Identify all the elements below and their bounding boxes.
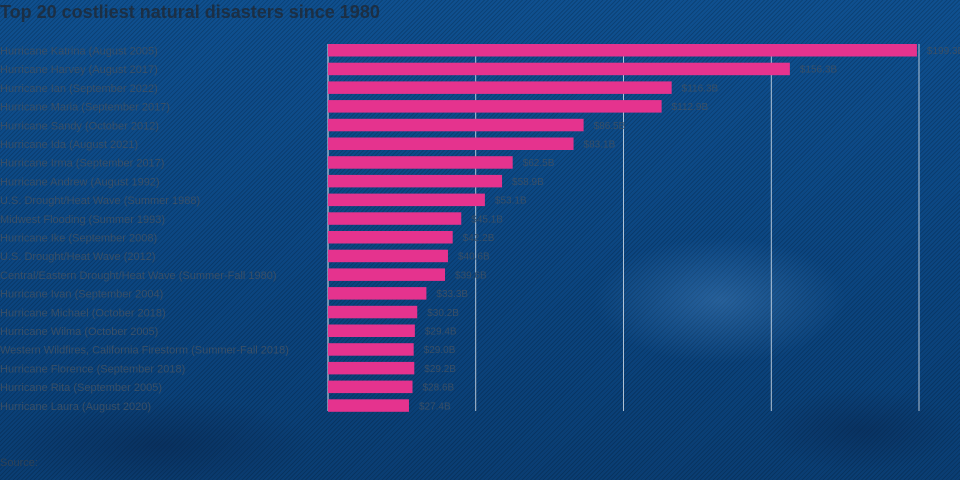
value-label: $58.9B (512, 177, 544, 188)
category-label: Hurricane Florence (September 2018) (0, 363, 185, 375)
category-label: U.S. Drought/Heat Wave (2012) (0, 251, 156, 263)
value-label: $112.9B (672, 102, 709, 113)
bar (328, 361, 415, 375)
value-label: $28.6B (423, 383, 455, 394)
bar (328, 62, 790, 76)
value-label: $45.1B (471, 214, 503, 225)
gridlines (327, 44, 920, 411)
value-label: $27.4B (419, 401, 451, 412)
bar (328, 343, 414, 356)
category-label: Hurricane Irma (September 2017) (0, 158, 164, 170)
bar (328, 231, 453, 244)
value-label: $42.2B (463, 233, 495, 244)
category-label: Central/Eastern Drought/Heat Wave (Summe… (0, 270, 277, 282)
value-label: $53.1B (495, 196, 527, 207)
value-label: $29.2B (424, 364, 456, 375)
bar (328, 380, 413, 394)
value-label: $30.2B (427, 308, 459, 319)
bar (328, 44, 917, 57)
value-label: $62.5B (523, 158, 555, 169)
category-label: Hurricane Rita (September 2005) (0, 382, 162, 394)
bar (328, 249, 448, 263)
chart-title: Top 20 costliest natural disasters since… (0, 2, 380, 22)
category-label: U.S. Drought/Heat Wave (Summer 1988) (0, 195, 200, 207)
category-label: Hurricane Maria (September 2017) (0, 102, 170, 114)
category-label: Hurricane Sandy (October 2012) (0, 120, 159, 132)
category-label: Hurricane Ian (September 2022) (0, 83, 158, 95)
category-label: Western Wildfires, California Firestorm … (0, 345, 289, 357)
bar (328, 399, 409, 412)
value-label: $83.1B (584, 140, 616, 151)
value-label: $40.6B (458, 252, 490, 263)
category-label: Hurricane Ike (September 2008) (0, 233, 157, 245)
bar (328, 305, 418, 319)
value-label: $86.5B (594, 121, 626, 132)
bar (328, 324, 415, 337)
category-label: Hurricane Katrina (August 2005) (0, 46, 158, 58)
bar (328, 287, 427, 300)
source-label: Source: (0, 457, 38, 469)
value-label: $156.3B (800, 65, 838, 76)
category-label: Hurricane Laura (August 2020) (0, 401, 151, 413)
category-label: Hurricane Harvey (August 2017) (0, 64, 158, 76)
bar (328, 156, 513, 169)
bar (328, 137, 574, 150)
value-label: $29.0B (424, 345, 456, 356)
value-label: $116.3B (682, 83, 719, 94)
bar (328, 118, 584, 132)
value-label: $39.6B (455, 270, 487, 281)
bar (328, 212, 462, 225)
value-label: $29.4B (425, 327, 457, 338)
category-label: Hurricane Wilma (October 2005) (0, 326, 158, 338)
bars (328, 44, 917, 412)
bar (328, 174, 503, 188)
bar (328, 81, 672, 94)
category-label: Hurricane Ida (August 2021) (0, 139, 138, 151)
value-label: $199.3B (927, 46, 960, 57)
category-labels: Hurricane Katrina (August 2005) Hurricane… (0, 46, 289, 413)
category-label: Midwest Flooding (Summer 1993) (0, 214, 165, 226)
value-labels: $199.3B $156.3B $116.3B $112.9B $86.5B $83.1B… (419, 46, 960, 412)
category-label: Hurricane Andrew (August 1992) (0, 176, 160, 188)
source-line: Source: (0, 457, 42, 469)
value-label: $33.3B (436, 289, 468, 300)
bar (328, 100, 662, 113)
bar (328, 268, 446, 281)
category-label: Hurricane Michael (October 2018) (0, 307, 166, 319)
category-label: Hurricane Ivan (September 2004) (0, 289, 163, 301)
bar (328, 193, 485, 207)
